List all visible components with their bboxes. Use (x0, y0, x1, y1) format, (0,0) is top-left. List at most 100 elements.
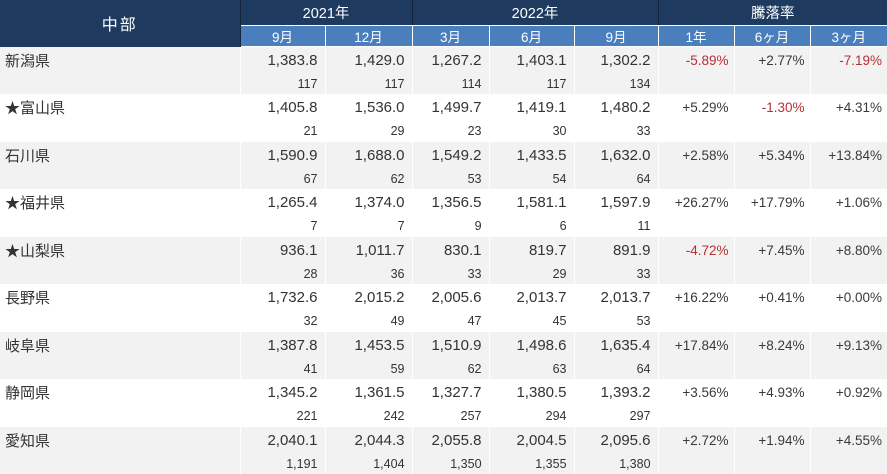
count-cell: 29 (324, 121, 413, 142)
count-cell: 117 (324, 73, 413, 94)
header-group-row: 中部 2021年 2022年 騰落率 (0, 0, 887, 47)
col-2021-sep-header: 9月 (239, 25, 325, 47)
table-row: ★山梨県 936.1 1,011.7 830.1 819.7 891.9 -4.… (0, 236, 887, 264)
count-cell: 117 (239, 73, 325, 94)
count-cell: 242 (324, 406, 413, 427)
value-cell: 1,393.2 (573, 379, 659, 406)
change-cell: +4.93% (733, 379, 811, 406)
header-subcolumn-row: 9月 12月 3月 6月 9月 1年 6ヶ月 3ヶ月 (0, 25, 887, 47)
table-row: 長野県 1,732.6 2,015.2 2,005.6 2,013.7 2,01… (0, 284, 887, 311)
col-6month-header: 6ヶ月 (733, 25, 811, 47)
value-cell: 2,044.3 (324, 426, 413, 454)
count-cell: 47 (411, 311, 490, 332)
count-cell: 33 (411, 263, 490, 284)
count-cell: 257 (411, 406, 490, 427)
change-cell: +1.94% (733, 426, 811, 454)
change-cell: -4.72% (657, 236, 735, 264)
count-cell: 297 (573, 406, 659, 427)
value-cell: 830.1 (411, 236, 490, 264)
value-cell: 1,380.5 (488, 379, 575, 406)
change-cell: -7.19% (809, 46, 887, 74)
prefecture-name: 新潟県 (5, 52, 51, 70)
change-cell: +17.79% (733, 189, 811, 216)
change-cell: +13.84% (809, 141, 887, 169)
prefecture-name: 静岡県 (5, 385, 51, 402)
change-cell: +4.31% (809, 94, 887, 121)
table-count-row: 32 49 47 45 53 (0, 311, 887, 332)
value-cell: 1,327.7 (411, 379, 490, 406)
value-cell: 1,361.5 (324, 379, 413, 406)
value-cell: 1,011.7 (324, 236, 413, 264)
value-cell: 1,590.9 (239, 141, 325, 169)
count-cell: 64 (573, 168, 659, 189)
year-2021-header: 2021年 (239, 0, 413, 26)
value-cell: 1,403.1 (488, 46, 575, 74)
count-cell: 41 (239, 358, 325, 379)
value-cell: 1,267.2 (411, 46, 490, 74)
count-cell: 54 (488, 168, 575, 189)
count-cell: 1,355 (488, 453, 575, 474)
count-cell: 33 (573, 263, 659, 284)
value-cell: 2,040.1 (239, 426, 325, 454)
change-cell: +2.72% (657, 426, 735, 454)
count-cell: 59 (324, 358, 413, 379)
value-cell: 1,732.6 (239, 284, 325, 311)
change-cell: +8.80% (809, 236, 887, 264)
prefecture-name: ★山梨県 (5, 242, 66, 260)
count-cell: 30 (488, 121, 575, 142)
value-cell: 2,015.2 (324, 284, 413, 311)
value-cell: 2,055.8 (411, 426, 490, 454)
change-rate-header: 騰落率 (657, 0, 887, 26)
table-count-row: 28 36 33 29 33 (0, 263, 887, 284)
table-count-row: 21 29 23 30 33 (0, 121, 887, 142)
col-3month-header: 3ヶ月 (809, 25, 887, 47)
value-cell: 1,632.0 (573, 141, 659, 169)
count-cell: 53 (411, 168, 490, 189)
col-2022-sep-header: 9月 (573, 25, 659, 47)
value-cell: 1,597.9 (573, 189, 659, 216)
table-row: ★富山県 1,405.8 1,536.0 1,499.7 1,419.1 1,4… (0, 94, 887, 121)
count-cell: 53 (573, 311, 659, 332)
value-cell: 1,498.6 (488, 331, 575, 359)
prefecture-name: 石川県 (5, 147, 51, 165)
value-cell: 936.1 (239, 236, 325, 264)
table-count-row: 7 7 9 6 11 (0, 216, 887, 237)
count-cell: 7 (324, 216, 413, 237)
count-cell: 9 (411, 216, 490, 237)
value-cell: 1,387.8 (239, 331, 325, 359)
change-cell: +5.34% (733, 141, 811, 169)
value-cell: 1,383.8 (239, 46, 325, 74)
change-cell: +1.06% (809, 189, 887, 216)
count-cell: 1,191 (239, 453, 325, 474)
change-cell: +0.92% (809, 379, 887, 406)
col-2022-mar-header: 3月 (411, 25, 490, 47)
change-cell: +0.00% (809, 284, 887, 311)
table-count-row: 1,191 1,404 1,350 1,355 1,380 (0, 453, 887, 474)
prefecture-name: 愛知県 (5, 432, 51, 450)
table-row: 愛知県 2,040.1 2,044.3 2,055.8 2,004.5 2,09… (0, 426, 887, 454)
count-cell: 294 (488, 406, 575, 427)
value-cell: 1,374.0 (324, 189, 413, 216)
value-cell: 1,635.4 (573, 331, 659, 359)
value-cell: 819.7 (488, 236, 575, 264)
change-cell: +8.24% (733, 331, 811, 359)
count-cell: 29 (488, 263, 575, 284)
year-2022-header: 2022年 (411, 0, 659, 26)
count-cell: 1,404 (324, 453, 413, 474)
value-cell: 1,433.5 (488, 141, 575, 169)
count-cell: 36 (324, 263, 413, 284)
count-cell: 28 (239, 263, 325, 284)
count-cell: 134 (573, 73, 659, 94)
value-cell: 1,419.1 (488, 94, 575, 121)
value-cell: 891.9 (573, 236, 659, 264)
prefecture-name: 長野県 (5, 290, 51, 307)
value-cell: 1,453.5 (324, 331, 413, 359)
region-header: 中部 (0, 0, 241, 47)
value-cell: 1,429.0 (324, 46, 413, 74)
table-count-row: 67 62 53 54 64 (0, 168, 887, 189)
value-cell: 2,095.6 (573, 426, 659, 454)
value-cell: 1,688.0 (324, 141, 413, 169)
change-cell: +0.41% (733, 284, 811, 311)
value-cell: 1,265.4 (239, 189, 325, 216)
count-cell: 64 (573, 358, 659, 379)
